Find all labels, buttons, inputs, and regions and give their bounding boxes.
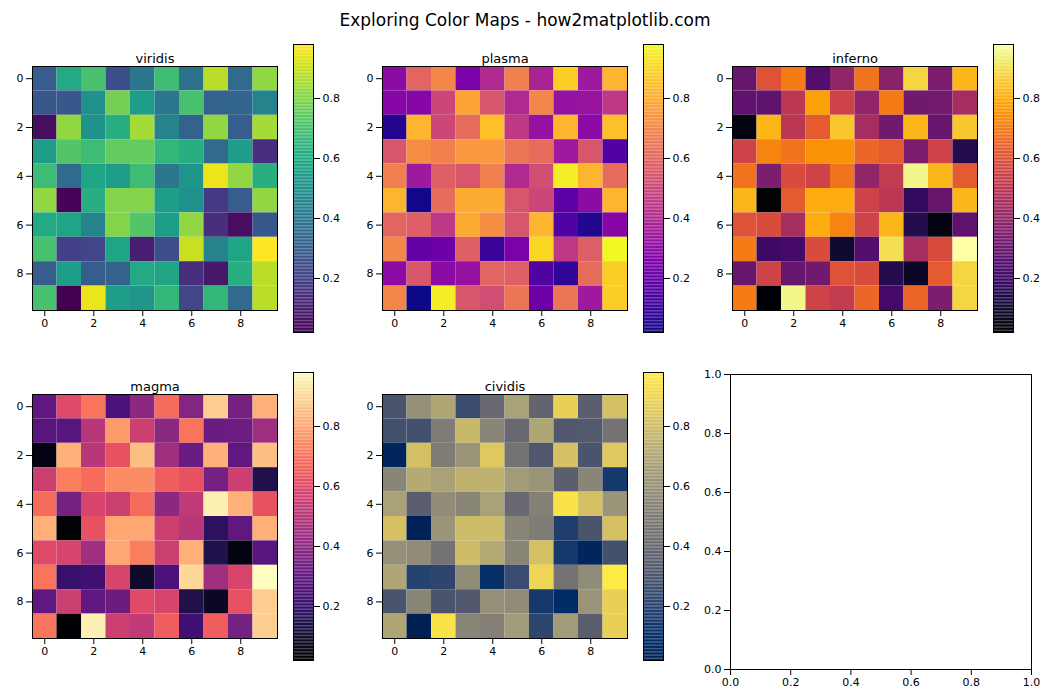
svg-text:2: 2: [367, 449, 374, 462]
svg-text:8: 8: [367, 267, 374, 280]
svg-text:0.8: 0.8: [704, 427, 722, 440]
svg-text:0: 0: [41, 317, 48, 330]
svg-text:4: 4: [367, 498, 374, 511]
svg-text:plasma: plasma: [481, 51, 528, 66]
svg-text:6: 6: [188, 317, 195, 330]
svg-text:0.4: 0.4: [1023, 212, 1041, 225]
svg-text:0.2: 0.2: [673, 272, 691, 285]
svg-text:4: 4: [17, 170, 24, 183]
svg-text:4: 4: [139, 317, 146, 330]
svg-text:0.4: 0.4: [704, 545, 722, 558]
svg-text:0: 0: [717, 72, 724, 85]
svg-text:8: 8: [237, 317, 244, 330]
svg-text:2: 2: [440, 645, 447, 658]
svg-text:0.2: 0.2: [1023, 272, 1041, 285]
svg-text:4: 4: [489, 645, 496, 658]
svg-text:6: 6: [888, 317, 895, 330]
svg-text:cividis: cividis: [485, 379, 526, 394]
svg-text:2: 2: [90, 317, 97, 330]
svg-text:0.6: 0.6: [902, 676, 920, 689]
svg-text:0.6: 0.6: [323, 152, 341, 165]
svg-text:6: 6: [367, 219, 374, 232]
svg-text:0.0: 0.0: [704, 663, 722, 676]
svg-text:8: 8: [587, 317, 594, 330]
svg-text:0: 0: [17, 400, 24, 413]
svg-text:8: 8: [587, 645, 594, 658]
svg-text:2: 2: [790, 317, 797, 330]
svg-text:8: 8: [17, 595, 24, 608]
svg-text:1.0: 1.0: [1023, 676, 1041, 689]
svg-text:6: 6: [367, 547, 374, 560]
svg-text:0: 0: [391, 645, 398, 658]
svg-text:8: 8: [237, 645, 244, 658]
svg-text:0.8: 0.8: [673, 420, 691, 433]
svg-text:0: 0: [741, 317, 748, 330]
svg-text:0.2: 0.2: [782, 676, 800, 689]
svg-text:0.6: 0.6: [673, 152, 691, 165]
svg-text:8: 8: [17, 267, 24, 280]
svg-text:6: 6: [17, 547, 24, 560]
svg-text:0.4: 0.4: [673, 540, 691, 553]
svg-text:4: 4: [717, 170, 724, 183]
svg-text:2: 2: [717, 121, 724, 134]
svg-text:0.2: 0.2: [704, 604, 722, 617]
svg-text:0.8: 0.8: [673, 92, 691, 105]
svg-text:viridis: viridis: [136, 51, 175, 66]
svg-text:4: 4: [839, 317, 846, 330]
svg-text:0: 0: [367, 72, 374, 85]
html-text:Exploring Color Maps - how2mat: Exploring Color Maps - how2matplotlib.co…: [339, 10, 711, 30]
svg-text:0.4: 0.4: [323, 212, 341, 225]
svg-text:0.8: 0.8: [1023, 92, 1041, 105]
svg-text:6: 6: [538, 317, 545, 330]
svg-text:0: 0: [391, 317, 398, 330]
svg-text:4: 4: [489, 317, 496, 330]
svg-text:8: 8: [367, 595, 374, 608]
svg-text:inferno: inferno: [832, 51, 878, 66]
svg-text:4: 4: [139, 645, 146, 658]
svg-text:2: 2: [367, 121, 374, 134]
svg-text:0.6: 0.6: [673, 480, 691, 493]
svg-text:magma: magma: [130, 379, 180, 394]
svg-text:6: 6: [717, 219, 724, 232]
svg-text:0.2: 0.2: [323, 600, 341, 613]
svg-text:0: 0: [367, 400, 374, 413]
svg-text:0.2: 0.2: [323, 272, 341, 285]
svg-text:2: 2: [90, 645, 97, 658]
svg-text:8: 8: [717, 267, 724, 280]
svg-text:2: 2: [17, 449, 24, 462]
svg-text:2: 2: [17, 121, 24, 134]
svg-text:6: 6: [17, 219, 24, 232]
svg-text:4: 4: [367, 170, 374, 183]
svg-text:0.6: 0.6: [704, 486, 722, 499]
svg-text:0: 0: [17, 72, 24, 85]
svg-text:4: 4: [17, 498, 24, 511]
svg-text:8: 8: [937, 317, 944, 330]
svg-text:0.8: 0.8: [963, 676, 981, 689]
svg-text:0.0: 0.0: [722, 676, 740, 689]
svg-text:0.4: 0.4: [673, 212, 691, 225]
svg-text:0: 0: [41, 645, 48, 658]
svg-text:0.4: 0.4: [842, 676, 860, 689]
svg-text:0.4: 0.4: [323, 540, 341, 553]
svg-text:0.8: 0.8: [323, 420, 341, 433]
svg-text:6: 6: [188, 645, 195, 658]
svg-text:1.0: 1.0: [704, 368, 722, 381]
svg-text:6: 6: [538, 645, 545, 658]
svg-text:2: 2: [440, 317, 447, 330]
svg-text:0.6: 0.6: [323, 480, 341, 493]
svg-text:0.6: 0.6: [1023, 152, 1041, 165]
svg-text:0.8: 0.8: [323, 92, 341, 105]
svg-text:0.2: 0.2: [673, 600, 691, 613]
